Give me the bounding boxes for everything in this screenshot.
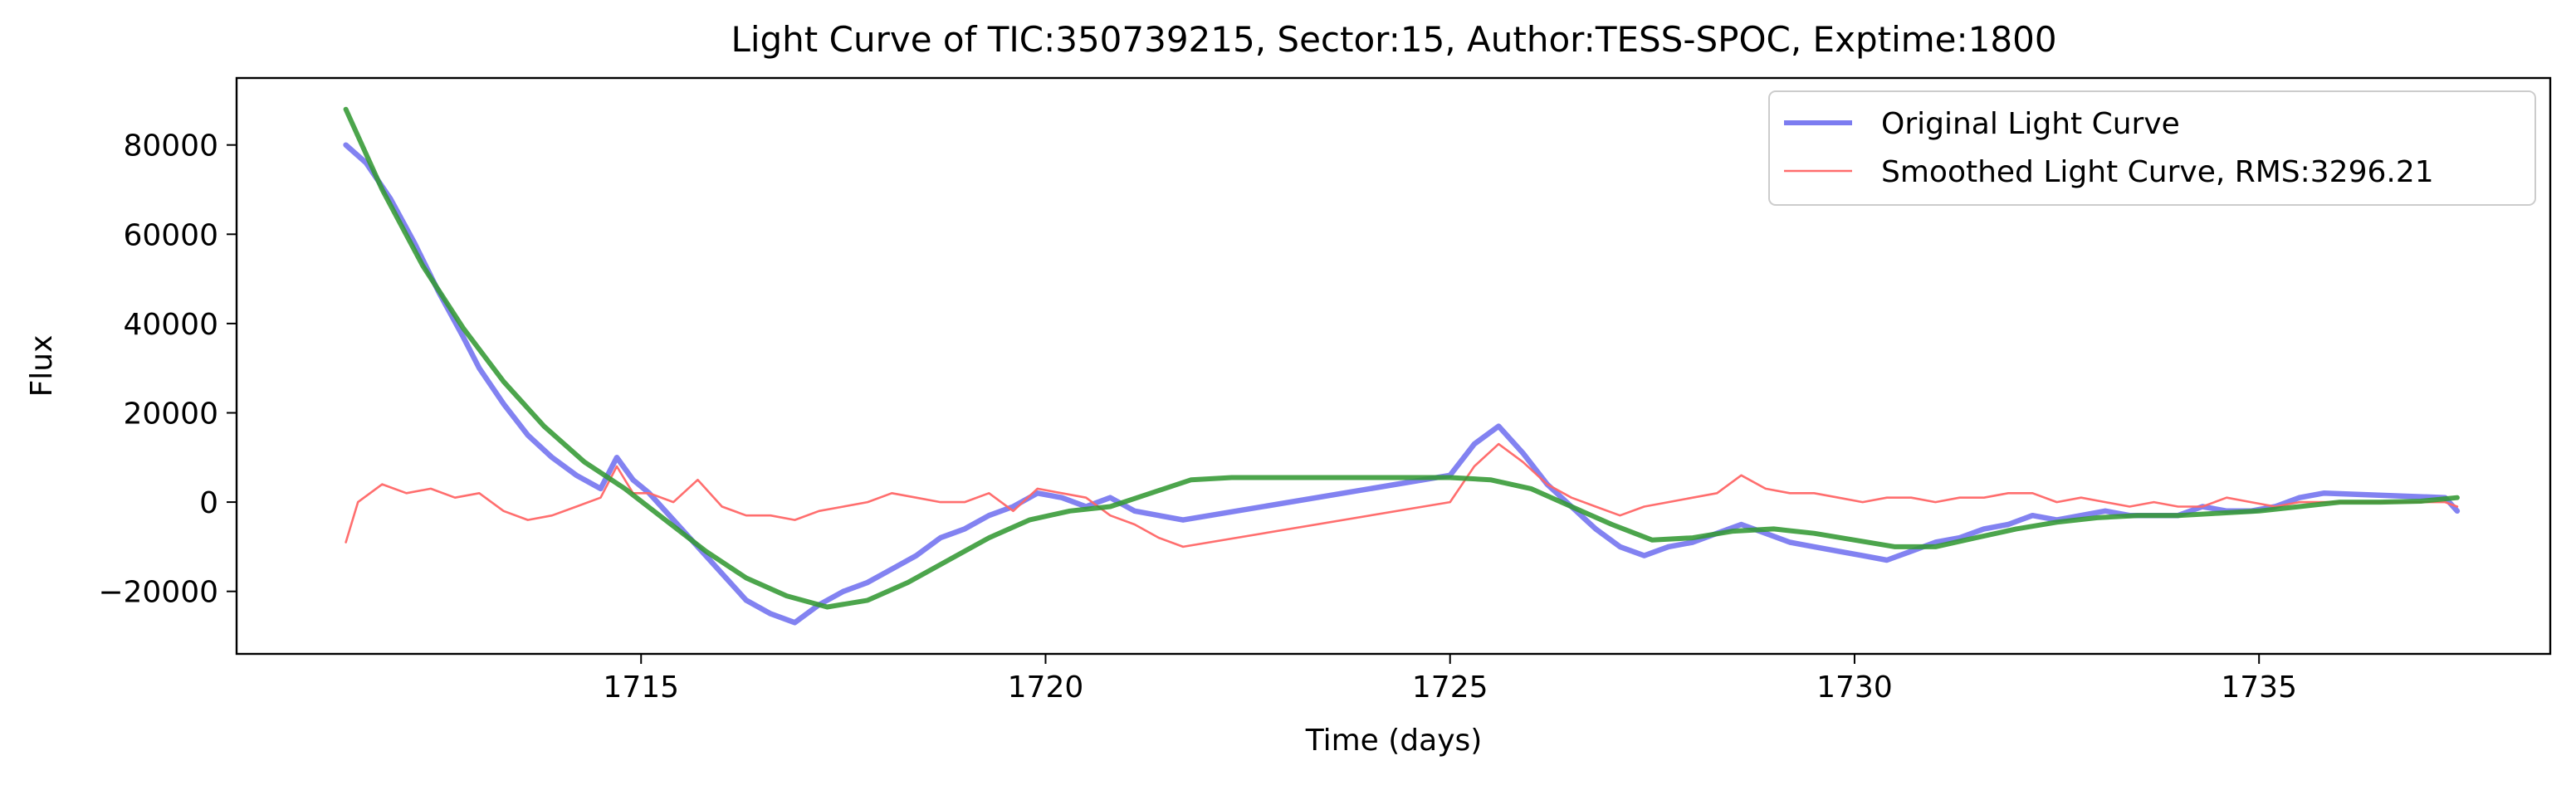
legend-label-original: Original Light Curve bbox=[1881, 107, 2180, 141]
x-tick-label: 1735 bbox=[2221, 670, 2297, 705]
x-tick-label: 1715 bbox=[603, 670, 679, 705]
series-smoothed-light-curve bbox=[345, 442, 2459, 549]
axes-frame bbox=[235, 76, 2552, 656]
series-layer bbox=[343, 106, 2461, 626]
x-axis-label: Time (days) bbox=[1305, 724, 1483, 758]
axes: 1715 1720 1725 1730 1735 −20000 0 20000 40000 600… bbox=[98, 129, 2297, 705]
x-tick-label: 1730 bbox=[1816, 670, 1893, 705]
y-tick-label: −20000 bbox=[98, 576, 218, 610]
y-tick-label: 0 bbox=[199, 486, 218, 520]
series-original-light-curve bbox=[343, 142, 2461, 626]
legend-label-smoothed: Smoothed Light Curve, RMS:3296.21 bbox=[1881, 155, 2434, 189]
chart-title: Light Curve of TIC:350739215, Sector:15,… bbox=[731, 19, 2056, 60]
x-tick-label: 1725 bbox=[1412, 670, 1488, 705]
y-tick-label: 60000 bbox=[123, 218, 218, 252]
y-tick-label: 80000 bbox=[123, 129, 218, 163]
legend: Original Light Curve Smoothed Light Curv… bbox=[1768, 90, 2536, 206]
y-tick-label: 40000 bbox=[123, 308, 218, 342]
y-axis-label: Flux bbox=[25, 335, 59, 397]
plot-area bbox=[235, 76, 2552, 656]
series-trend-fit bbox=[343, 106, 2460, 610]
y-tick-label: 20000 bbox=[123, 397, 218, 431]
legend-box bbox=[1768, 90, 2536, 206]
x-tick-label: 1720 bbox=[1008, 670, 1084, 705]
